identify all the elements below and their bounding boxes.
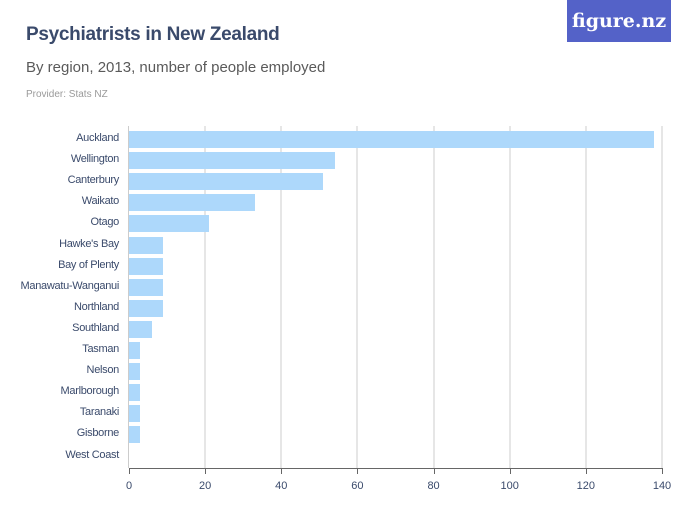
bar[interactable] — [129, 342, 141, 359]
bar[interactable] — [129, 320, 152, 338]
category-label: Manawatu-Wanganui — [20, 279, 120, 292]
category-label: Northland — [74, 300, 119, 313]
axis-tick — [433, 468, 435, 474]
tick-label: 140 — [652, 480, 672, 492]
tick-label: 0 — [125, 480, 133, 492]
category-label: Waikato — [81, 195, 120, 208]
bar[interactable] — [129, 194, 255, 212]
chart-title: Psychiatrists in New Zealand — [26, 24, 280, 45]
axis-tick — [662, 468, 663, 474]
tick-label: 80 — [427, 480, 440, 492]
gridline — [508, 126, 511, 468]
gridline — [204, 126, 207, 468]
axis-tick — [509, 468, 511, 474]
bar[interactable] — [129, 384, 141, 402]
bar[interactable] — [129, 426, 141, 444]
gridline — [584, 126, 587, 468]
axis-tick — [585, 468, 587, 474]
category-label: Auckland — [76, 132, 119, 144]
figure-nz-logo[interactable]: figure.nz — [567, 0, 671, 42]
zero-line — [128, 126, 129, 468]
axis-tick — [281, 468, 283, 474]
bar[interactable] — [129, 405, 141, 423]
gridline — [432, 126, 435, 468]
tick-label: 40 — [275, 480, 288, 492]
category-label: Hawke's Bay — [59, 237, 119, 250]
axis-tick — [357, 468, 359, 474]
bar[interactable] — [129, 173, 324, 191]
x-axis — [129, 468, 662, 469]
bar[interactable] — [129, 215, 209, 233]
category-label: Otago — [90, 216, 120, 229]
tick-label: 60 — [351, 480, 364, 492]
axis-tick — [205, 468, 207, 474]
category-label: Taranaki — [79, 406, 119, 419]
category-label: Gisborne — [76, 427, 120, 440]
bar[interactable] — [129, 131, 655, 148]
bar[interactable] — [129, 152, 335, 170]
category-label: Wellington — [70, 153, 119, 166]
tick-label: 100 — [500, 480, 519, 492]
bar[interactable] — [129, 236, 164, 254]
category-label: Tasman — [82, 343, 119, 355]
category-label: Southland — [72, 321, 119, 334]
bar[interactable] — [129, 363, 141, 381]
category-label: Nelson — [86, 364, 120, 377]
chart-subtitle: By region, 2013, number of people employ… — [26, 59, 326, 76]
gridline — [280, 126, 283, 468]
category-label: Marlborough — [60, 385, 120, 398]
gridline — [356, 126, 359, 468]
axis-tick — [129, 468, 130, 474]
category-label: Canterbury — [67, 174, 120, 187]
bar[interactable] — [129, 257, 164, 275]
bar[interactable] — [129, 278, 164, 296]
category-label: Bay of Plenty — [58, 258, 119, 271]
tick-label: 20 — [199, 480, 212, 492]
provider-label: Provider: Stats NZ — [26, 89, 108, 100]
category-label: West Coast — [65, 448, 119, 461]
bar[interactable] — [129, 299, 164, 317]
gridline — [661, 126, 663, 468]
tick-label: 120 — [576, 480, 596, 492]
